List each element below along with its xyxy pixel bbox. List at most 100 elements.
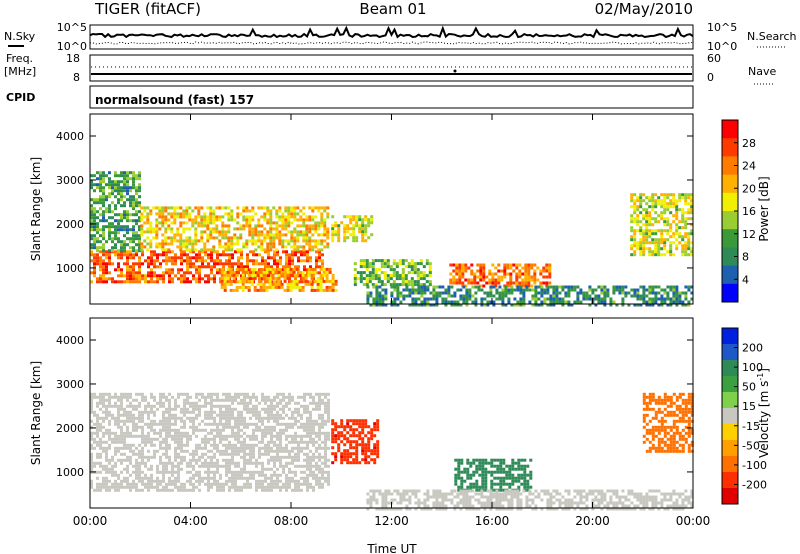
heat-cell <box>609 303 613 307</box>
heat-cell <box>198 482 201 486</box>
heat-cell <box>99 219 102 223</box>
heat-cell <box>690 217 694 221</box>
heat-cell <box>648 220 652 224</box>
heat-cell <box>147 422 150 426</box>
heat-cell <box>278 209 282 213</box>
heat-cell <box>334 452 338 456</box>
heat-cell <box>255 422 258 426</box>
heat-cell <box>223 276 227 280</box>
heat-cell <box>296 224 300 228</box>
heat-cell <box>633 229 637 233</box>
heat-cell <box>654 244 658 248</box>
heat-cell <box>105 262 108 266</box>
heat-cell <box>356 277 360 281</box>
heat-cell <box>153 265 156 269</box>
heat-cell <box>174 422 177 426</box>
heat-cell <box>355 452 359 456</box>
heat-cell <box>624 294 628 298</box>
heat-cell <box>216 413 219 417</box>
heat-cell <box>531 288 535 292</box>
heat-cell <box>126 404 129 408</box>
heat-cell <box>600 288 604 292</box>
heat-cell <box>150 274 153 278</box>
heat-cell <box>305 242 309 246</box>
heat-cell <box>264 250 267 254</box>
heat-cell <box>367 449 371 453</box>
heat-cell <box>364 452 368 456</box>
heat-cell <box>331 215 335 219</box>
heat-cell <box>228 425 231 429</box>
heat-cell <box>237 464 240 468</box>
heat-cell <box>120 434 123 438</box>
heat-cell <box>216 271 219 275</box>
heat-cell <box>484 476 488 480</box>
heat-cell <box>654 294 658 298</box>
heat-cell <box>194 218 198 222</box>
heat-cell <box>198 446 201 450</box>
heat-cell <box>328 288 332 292</box>
heat-cell <box>150 410 153 414</box>
heat-cell <box>297 482 300 486</box>
heat-cell <box>371 274 375 278</box>
heat-cell <box>633 238 637 242</box>
heat-cell <box>227 239 231 243</box>
heat-cell <box>108 419 111 423</box>
heat-cell <box>455 263 459 267</box>
heat-cell <box>102 449 105 453</box>
heat-cell <box>216 431 219 435</box>
heat-cell <box>189 452 192 456</box>
heat-cell <box>432 288 436 292</box>
heat-cell <box>548 269 552 273</box>
heat-cell <box>313 267 317 271</box>
heat-cell <box>492 303 496 307</box>
heat-cell <box>108 171 111 175</box>
heat-cell <box>162 280 165 284</box>
heat-cell <box>204 274 207 278</box>
heat-cell <box>264 446 267 450</box>
heat-cell <box>230 212 234 216</box>
heat-cell <box>185 209 189 213</box>
heat-cell <box>150 473 153 477</box>
heat-cell <box>464 278 468 282</box>
heat-cell <box>90 410 93 414</box>
heat-cell <box>174 476 177 480</box>
heat-cell <box>321 485 324 489</box>
heat-cell <box>132 198 135 202</box>
heat-cell <box>114 183 117 187</box>
heat-cell <box>687 217 691 221</box>
heat-cell <box>355 458 359 462</box>
heat-cell <box>361 452 365 456</box>
heat-cell <box>372 300 376 304</box>
heat-cell <box>129 228 132 232</box>
heat-cell <box>297 410 300 414</box>
heat-cell <box>279 392 282 396</box>
heat-cell <box>264 425 267 429</box>
heat-cell <box>165 262 168 266</box>
heat-cell <box>174 428 177 432</box>
heat-cell <box>225 407 228 411</box>
heat-cell <box>164 221 168 225</box>
heat-cell <box>189 479 192 483</box>
heat-cell <box>240 419 243 423</box>
heat-cell <box>120 452 123 456</box>
heat-cell <box>517 458 521 462</box>
heat-cell <box>408 294 412 298</box>
heat-cell <box>513 297 517 301</box>
heat-cell <box>678 235 682 239</box>
heat-cell <box>331 279 335 283</box>
heat-cell <box>349 452 353 456</box>
heat-cell <box>675 288 679 292</box>
heat-cell <box>246 259 249 263</box>
heat-cell <box>435 501 439 505</box>
heat-cell <box>165 437 168 441</box>
heat-cell <box>523 482 527 486</box>
heat-cell <box>395 274 399 278</box>
heat-cell <box>267 274 270 278</box>
heat-cell <box>96 259 99 263</box>
heat-cell <box>206 239 210 243</box>
heat-cell <box>303 470 306 474</box>
heat-cell <box>177 467 180 471</box>
heat-cell <box>315 407 318 411</box>
heat-cell <box>159 470 162 474</box>
heat-cell <box>240 392 243 396</box>
